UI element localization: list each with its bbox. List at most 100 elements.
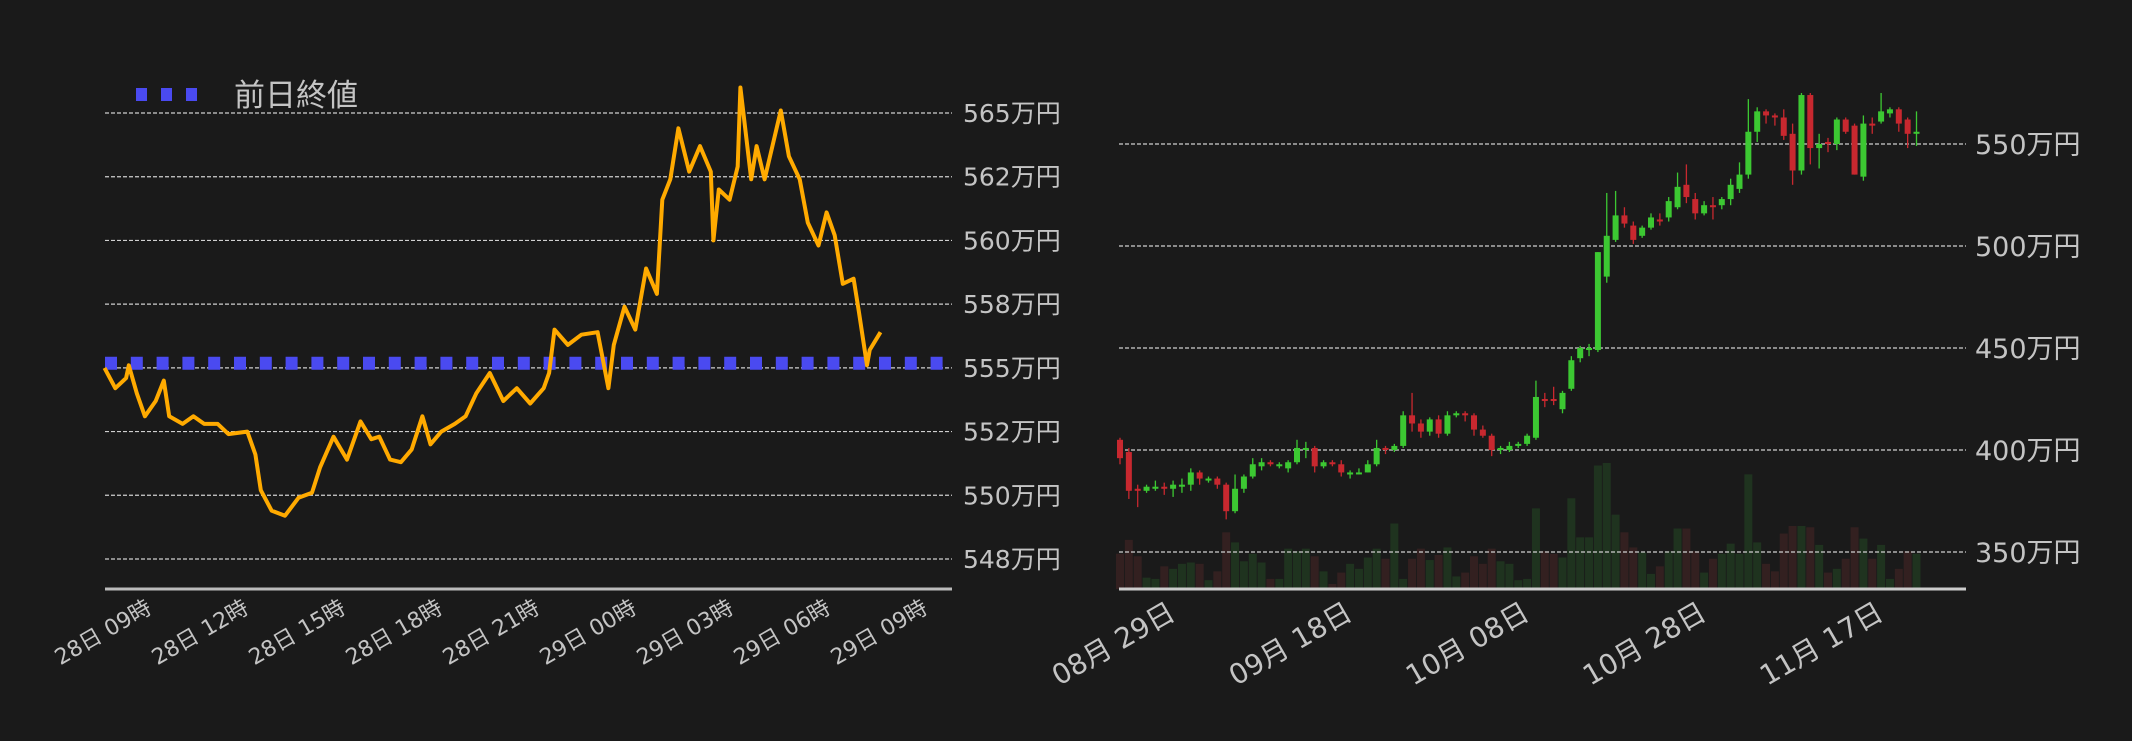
candle-body (1479, 429, 1486, 436)
x-tick-label: 10月 28日 (1577, 595, 1711, 692)
volume-bar (1239, 561, 1248, 589)
volume-bar (1204, 580, 1213, 589)
candle (1639, 225, 1646, 238)
candle (1789, 123, 1796, 185)
x-tick-label: 28日 09時 (51, 596, 156, 671)
volume-bar (1328, 583, 1337, 589)
candle-body (1258, 462, 1265, 467)
x-tick-label: 28日 18時 (342, 596, 447, 671)
volume-bar (1363, 557, 1372, 589)
volume-bar (1478, 563, 1487, 589)
candle (1338, 460, 1345, 477)
candle (1364, 460, 1371, 473)
previous-close-marker (569, 356, 582, 370)
candle-body (1524, 435, 1531, 444)
candle (1904, 117, 1911, 149)
x-tick-label: 09月 18日 (1223, 595, 1357, 692)
candle (1134, 484, 1141, 508)
candle-body (1568, 360, 1575, 389)
candle (1630, 221, 1637, 244)
previous-close-marker (234, 356, 246, 370)
candle-body (1577, 348, 1584, 359)
candle-body (1347, 472, 1354, 475)
volume-bar (1523, 578, 1532, 589)
candle-body (1869, 123, 1876, 126)
candle-body (1913, 131, 1920, 134)
y-tick-label: 552万円 (963, 418, 1061, 447)
volume-bar (1354, 568, 1363, 589)
candle-body (1656, 219, 1663, 222)
candle (1683, 164, 1690, 204)
candle (1577, 345, 1584, 363)
x-tick-label: 11月 17日 (1754, 595, 1888, 692)
y-tick-label: 400万円 (1975, 436, 2081, 467)
volume-bar (1337, 572, 1346, 589)
candle-body (1886, 109, 1893, 114)
candle (1816, 133, 1823, 169)
candle-body (1178, 484, 1185, 487)
candle (1479, 425, 1486, 438)
volume-bar (1151, 578, 1160, 589)
x-tick-label: 29日 03時 (633, 596, 738, 671)
candle-body (1311, 447, 1318, 467)
candle (1851, 123, 1858, 175)
volume-bar (1912, 553, 1921, 589)
candle (1833, 117, 1840, 151)
candle (1736, 162, 1743, 193)
volume-bar (1133, 556, 1142, 589)
previous-close-marker (517, 356, 530, 370)
candle-body (1754, 111, 1761, 132)
y-tick-label: 565万円 (963, 99, 1061, 128)
x-tick-label: 29日 06時 (730, 596, 835, 671)
volume-bar (1346, 563, 1355, 589)
candle (1471, 413, 1477, 436)
volume-bar (1673, 528, 1682, 589)
candle-body (1143, 486, 1150, 491)
candle (1506, 441, 1513, 453)
volume-bar (1726, 543, 1735, 589)
y-tick-label: 550万円 (1975, 130, 2081, 161)
volume-bar (1390, 523, 1399, 589)
candle (1612, 190, 1619, 242)
candle-body (1205, 478, 1212, 481)
volume-bar (1142, 577, 1151, 589)
previous-close-marker (182, 356, 195, 370)
volume-bar (1257, 562, 1266, 589)
candle-body (1471, 415, 1477, 430)
candle (1524, 433, 1531, 446)
candle (1913, 111, 1920, 147)
candle (1586, 343, 1593, 357)
candle-body (1851, 125, 1858, 175)
volume-bar (1753, 542, 1762, 589)
y-tick-label: 562万円 (963, 163, 1061, 192)
volume-bar (1770, 571, 1779, 589)
volume-bar (1788, 526, 1797, 589)
candle (1435, 415, 1442, 438)
volume-bar (1700, 572, 1709, 589)
volume-bar (1116, 553, 1124, 589)
candle-body (1187, 472, 1194, 485)
candle-body (1232, 488, 1239, 512)
candle-body (1435, 419, 1442, 434)
volume-bar (1682, 528, 1691, 589)
previous-close-marker (853, 356, 866, 370)
candle-body (1586, 348, 1593, 351)
volume-bar (1416, 548, 1425, 589)
candle-body (1426, 419, 1433, 432)
volume-bar (1691, 551, 1700, 589)
candle (1798, 93, 1805, 175)
volume-bar (1275, 578, 1284, 589)
volume-bar (1284, 548, 1293, 589)
candle-body (1648, 217, 1654, 228)
previous-close-marker (130, 356, 143, 370)
previous-close-marker (492, 356, 504, 370)
candle-body (1771, 115, 1778, 118)
candle-body (1878, 111, 1885, 122)
candle-body (1630, 225, 1637, 240)
previous-close-marker (337, 356, 350, 370)
volume-bar (1655, 566, 1664, 589)
candle-body (1196, 472, 1203, 479)
previous-close-marker (208, 356, 221, 370)
candle (1621, 207, 1628, 228)
volume-bar (1496, 561, 1505, 589)
